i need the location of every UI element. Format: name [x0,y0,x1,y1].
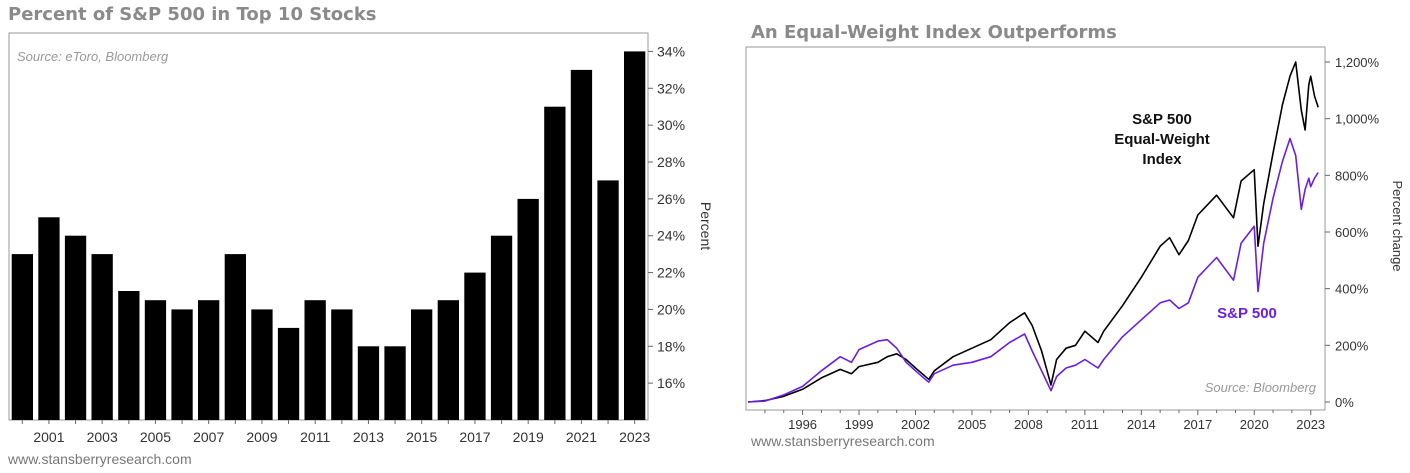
equal-weight-label-line-2: Equal-Weight [1114,131,1210,148]
right-xtick-label: 1996 [788,417,817,432]
right-ytick-label: 800% [1335,168,1369,183]
left-ytick-label: 20% [657,301,685,317]
bar-2003 [91,254,113,420]
left-ytick-label: 16% [657,375,685,391]
bar-2014 [384,346,406,420]
right-credit: www.stansberryresearch.com [751,433,935,449]
bar-2007 [198,300,220,420]
bar-2002 [64,235,87,420]
bar-2016 [437,300,459,420]
left-xtick-label: 2019 [513,429,544,445]
right-xtick-label: 2020 [1240,417,1269,432]
equal-weight-label-line-3: Index [1142,151,1182,168]
bar-2009 [251,309,273,420]
bar-2004 [118,291,140,420]
left-ytick-label: 32% [657,80,685,96]
bar-2019 [517,198,539,420]
bar-2023 [624,51,646,421]
equal-weight-line [747,61,1319,403]
bar-2021 [570,69,593,421]
left-source-note: Source: eToro, Bloomberg [17,49,169,64]
right-xtick-label: 2005 [957,417,986,432]
left-ytick-label: 18% [657,338,685,354]
equal-weight-label-line-1: S&P 500 [1132,111,1192,128]
sp500-line [747,137,1319,403]
bar-2000 [11,254,33,420]
left-xtick-label: 2021 [566,429,597,445]
equal-weight-series-label: S&P 500 Equal-Weight Index [1114,111,1210,168]
left-xtick-label: 2003 [87,429,118,445]
left-chart-title: Percent of S&P 500 in Top 10 Stocks [8,4,377,25]
left-plot-frame [8,32,649,421]
bar-2015 [411,309,433,420]
left-xtick-label: 2007 [193,429,224,445]
right-source-note: Source: Bloomberg [1205,380,1317,395]
bar-2022 [597,180,619,420]
right-xtick-label: 2023 [1296,417,1325,432]
right-ytick-label: 0% [1335,395,1354,410]
bar-2020 [544,106,566,420]
left-ytick-label: 22% [657,265,685,281]
right-ytick-label: 600% [1335,225,1369,240]
right-ytick-label: 400% [1335,282,1369,297]
bar-2010 [277,327,300,420]
left-xtick-label: 2009 [246,429,277,445]
right-plot-frame [745,46,1326,411]
left-ytick-label: 28% [657,154,685,170]
bar-2008 [224,254,246,420]
left-xtick-label: 2017 [459,429,490,445]
left-xtick-label: 2001 [33,429,64,445]
right-ytick-label: 1,000% [1335,112,1380,127]
left-xtick-label: 2023 [619,429,650,445]
left-credit: www.stansberryresearch.com [8,451,192,467]
left-ytick-label: 26% [657,191,685,207]
right-xtick-label: 1999 [845,417,874,432]
right-chart-title: An Equal-Weight Index Outperforms [751,22,1117,43]
right-ytick-label: 1,200% [1335,55,1380,70]
right-xtick-label: 2008 [1014,417,1043,432]
left-ytick-label: 24% [657,228,685,244]
bar-2001 [38,217,60,420]
left-xtick-label: 2015 [406,429,437,445]
right-xtick-label: 2017 [1183,417,1212,432]
bar-2017 [464,272,486,420]
bar-2011 [304,300,326,420]
right-xtick-label: 2014 [1127,417,1156,432]
left-xtick-label: 2011 [300,429,330,445]
right-xtick-label: 2002 [901,417,930,432]
right-xtick-label: 2011 [1071,417,1099,432]
right-y-axis-label: Percent change [1390,180,1405,271]
sp500-series-label: S&P 500 [1217,305,1277,322]
bar-2013 [357,346,380,420]
left-xtick-label: 2005 [140,429,171,445]
right-ytick-label: 200% [1335,338,1369,353]
bar-2005 [144,300,167,420]
left-xtick-label: 2013 [353,429,384,445]
bar-2012 [331,309,353,420]
left-bar-chart: Source: eToro, Bloomberg 16% 18% 20% 22% 24%… [8,32,714,445]
bar-2018 [490,235,513,420]
bar-2006 [171,309,193,420]
left-y-axis-label: Percent [698,202,714,250]
left-ytick-label: 34% [657,43,685,59]
left-ytick-label: 30% [657,117,685,133]
